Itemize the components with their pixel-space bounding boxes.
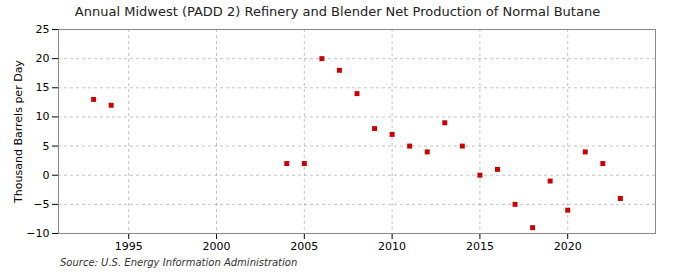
svg-text:Thousand Barrels per Day: Thousand Barrels per Day — [12, 60, 25, 204]
svg-text:2005: 2005 — [290, 240, 318, 253]
html-text:Annual Midwest (PADD 2) Refine: Annual Midwest (PADD 2) Refinery and Ble… — [74, 4, 601, 19]
svg-text:2010: 2010 — [378, 240, 406, 253]
svg-text:2015: 2015 — [466, 240, 494, 253]
svg-text:20: 20 — [36, 52, 50, 65]
svg-text:25: 25 — [36, 23, 50, 36]
html-text:Source: U.S. Energy Informatio: Source: U.S. Energy Information Administ… — [60, 257, 298, 268]
svg-text:10: 10 — [36, 110, 50, 123]
svg-text:1995: 1995 — [115, 240, 143, 253]
svg-text:−10: −10 — [26, 227, 49, 240]
svg-text:0: 0 — [43, 169, 50, 182]
svg-text:5: 5 — [43, 140, 50, 153]
svg-text:2020: 2020 — [554, 240, 582, 253]
svg-text:15: 15 — [36, 81, 50, 94]
svg-text:−5: −5 — [33, 198, 49, 211]
svg-text:2000: 2000 — [203, 240, 231, 253]
